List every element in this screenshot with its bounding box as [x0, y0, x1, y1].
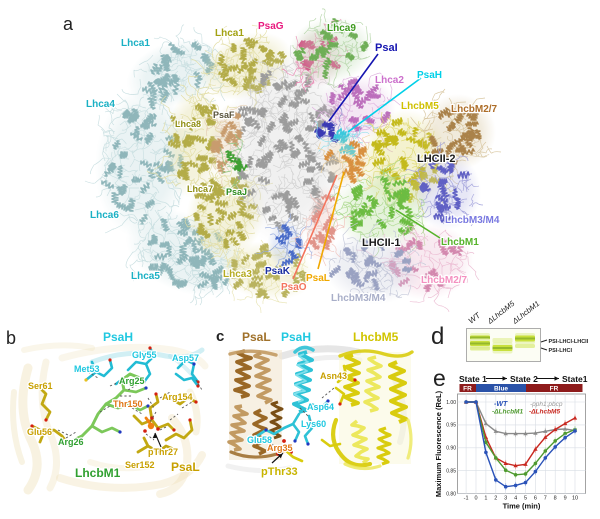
svg-text:Arg25: Arg25	[119, 376, 145, 386]
svg-text:State 2: State 2	[510, 374, 538, 384]
svg-text:LhcbM3/M4: LhcbM3/M4	[331, 293, 386, 304]
svg-text:Blue: Blue	[494, 386, 508, 393]
svg-text:Arg26: Arg26	[58, 437, 84, 447]
svg-text:Lhca2: Lhca2	[375, 75, 404, 86]
svg-text:Met53: Met53	[74, 364, 100, 374]
svg-text:2: 2	[494, 496, 497, 502]
svg-text:PSI-LHCI-LHCII: PSI-LHCI-LHCII	[549, 339, 589, 345]
svg-text:Arg154: Arg154	[162, 392, 193, 402]
svg-text:c: c	[216, 328, 224, 345]
svg-text:State1: State1	[562, 374, 588, 384]
svg-text:Glu58: Glu58	[247, 435, 272, 445]
svg-text:PsaL: PsaL	[306, 273, 330, 284]
svg-text:PsaH: PsaH	[417, 70, 442, 81]
svg-text:PsaO: PsaO	[281, 282, 307, 293]
svg-text:Time (min): Time (min)	[503, 502, 541, 511]
svg-text:Asp64: Asp64	[307, 402, 334, 412]
svg-text:9: 9	[564, 496, 567, 502]
svg-text:Lhca3: Lhca3	[223, 269, 252, 280]
svg-text:pThr27: pThr27	[148, 447, 178, 457]
svg-text:Lhca9: Lhca9	[327, 23, 356, 34]
svg-text:PsaL: PsaL	[242, 330, 271, 344]
svg-text:-1: -1	[464, 496, 469, 502]
svg-text:PsaJ: PsaJ	[226, 187, 247, 197]
svg-text:Maximum Fluorescence (ReL): Maximum Fluorescence (ReL)	[434, 390, 443, 497]
svg-text:Lhca1: Lhca1	[215, 28, 244, 39]
svg-text:Glu56: Glu56	[27, 427, 52, 437]
svg-text:pThr33: pThr33	[261, 466, 298, 478]
svg-text:Lys60: Lys60	[301, 419, 326, 429]
svg-text:LhcbM1: LhcbM1	[75, 466, 121, 480]
svg-text:0.80: 0.80	[446, 491, 456, 497]
svg-text:5: 5	[524, 496, 527, 502]
svg-text:PsaH: PsaH	[103, 330, 133, 344]
svg-text:-ΔLhcbM5: -ΔLhcbM5	[529, 409, 560, 416]
svg-text:PsaH: PsaH	[281, 330, 311, 344]
svg-text:State 1: State 1	[459, 374, 487, 384]
svg-text:LHCII-1: LHCII-1	[362, 237, 401, 249]
svg-text:LhcbM2/7: LhcbM2/7	[451, 104, 498, 115]
svg-text:0.95: 0.95	[446, 423, 456, 429]
svg-text:PsaK: PsaK	[265, 266, 291, 277]
svg-text:LhcbM3/M4: LhcbM3/M4	[445, 215, 500, 226]
svg-text:d: d	[431, 323, 444, 350]
svg-text:Lhca8: Lhca8	[175, 119, 201, 129]
svg-text:PsaF: PsaF	[213, 110, 235, 120]
svg-text:8: 8	[554, 496, 557, 502]
svg-text:LhcbM1: LhcbM1	[441, 237, 479, 248]
svg-text:-ΔLhcbM1: -ΔLhcbM1	[492, 409, 523, 416]
svg-text:-WT: -WT	[494, 401, 508, 408]
svg-text:e: e	[433, 365, 446, 391]
svg-text:FR: FR	[463, 386, 472, 393]
svg-text:10: 10	[572, 496, 578, 502]
svg-text:Lhca4: Lhca4	[86, 99, 115, 110]
svg-text:Ser152: Ser152	[125, 460, 155, 470]
svg-text:b: b	[6, 328, 16, 348]
svg-text:PsaG: PsaG	[258, 21, 284, 32]
svg-text:0.90: 0.90	[446, 446, 456, 452]
svg-text:Ser61: Ser61	[28, 381, 53, 391]
svg-text:LhcbM5: LhcbM5	[401, 101, 439, 112]
svg-text:Gly55: Gly55	[132, 350, 157, 360]
svg-text:FR: FR	[550, 386, 559, 393]
svg-text:Lhca6: Lhca6	[90, 210, 119, 221]
svg-text:Lhca5: Lhca5	[131, 271, 160, 282]
svg-text:Asp57: Asp57	[172, 353, 199, 363]
svg-text:1: 1	[484, 496, 487, 502]
svg-text:3: 3	[504, 496, 507, 502]
svg-text:0: 0	[474, 496, 477, 502]
svg-text:LhcbM5: LhcbM5	[353, 330, 399, 344]
svg-text:LHCII-2: LHCII-2	[417, 153, 456, 165]
svg-text:4: 4	[514, 496, 517, 502]
svg-text:PsaL: PsaL	[171, 460, 200, 474]
svg-text:7: 7	[544, 496, 547, 502]
svg-text:Lhca7: Lhca7	[187, 184, 213, 194]
svg-text:Lhca1: Lhca1	[121, 38, 150, 49]
svg-text:1.00: 1.00	[446, 400, 456, 406]
svg-text:PsaI: PsaI	[375, 42, 398, 54]
svg-text:Thr150: Thr150	[113, 399, 143, 409]
svg-text:-pph1;pbcp: -pph1;pbcp	[530, 401, 563, 408]
svg-text:Asn43: Asn43	[320, 371, 347, 381]
svg-text:a: a	[63, 14, 74, 34]
svg-text:0.85: 0.85	[446, 469, 456, 475]
svg-text:LhcbM2/7: LhcbM2/7	[421, 275, 468, 286]
svg-text:Arg35: Arg35	[267, 443, 293, 453]
svg-text:6: 6	[534, 496, 537, 502]
svg-text:PSI-LHCI: PSI-LHCI	[549, 348, 573, 354]
